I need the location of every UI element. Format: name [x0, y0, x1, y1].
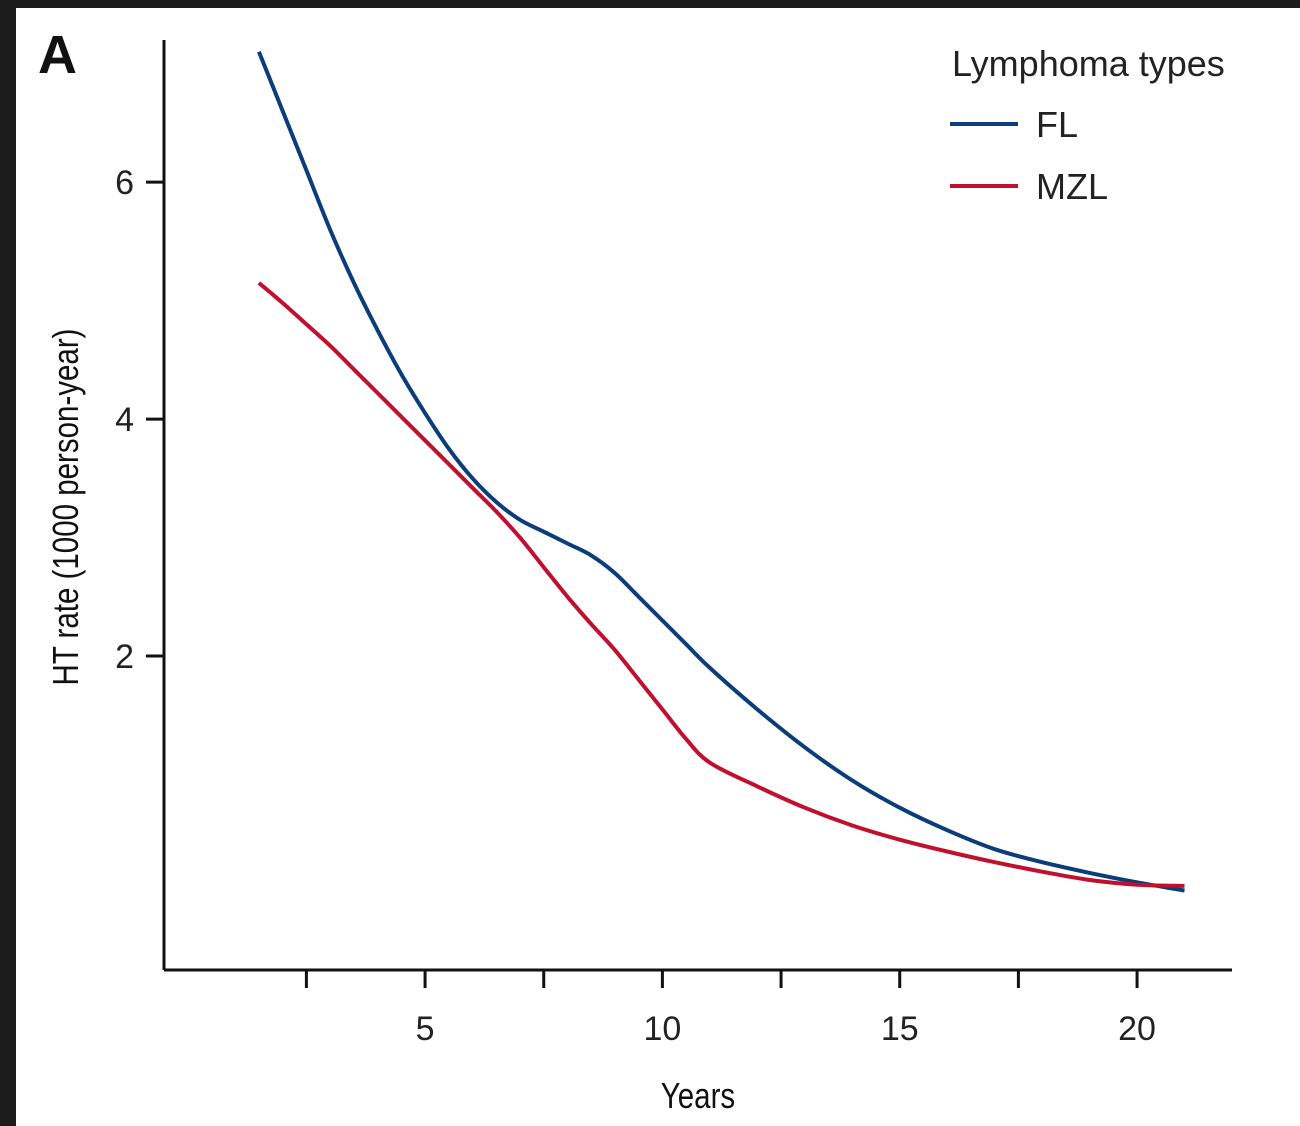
x-axis-title: Years: [661, 1075, 735, 1115]
panel-label: A: [38, 25, 77, 85]
axes: [162, 40, 1232, 972]
x-tick-label: 10: [643, 1010, 681, 1048]
legend-title: Lymphoma types: [952, 43, 1225, 84]
y-axis-title: HT rate (1000 person-year): [45, 329, 85, 686]
legend-label-fl: FL: [1036, 104, 1078, 145]
series-lines: [257, 51, 1185, 893]
y-tick-label: 4: [115, 401, 134, 439]
legend-item-mzl: MZL: [950, 166, 1108, 207]
y-tick-label: 2: [115, 638, 134, 676]
x-tick-label: 5: [416, 1010, 435, 1048]
x-ticks: 5 10 15 20: [304, 970, 1156, 1048]
legend-item-fl: FL: [950, 104, 1078, 145]
figure-panel: [16, 8, 1300, 1126]
series-line-mzl: [257, 281, 1185, 888]
legend-label-mzl: MZL: [1036, 166, 1108, 207]
y-ticks: 2 4 6: [115, 164, 164, 676]
legend: Lymphoma types FL MZL: [950, 43, 1225, 207]
series-line-fl: [257, 51, 1185, 893]
y-tick-label: 6: [115, 164, 134, 202]
x-tick-label: 20: [1118, 1010, 1156, 1048]
x-tick-label: 15: [881, 1010, 919, 1048]
